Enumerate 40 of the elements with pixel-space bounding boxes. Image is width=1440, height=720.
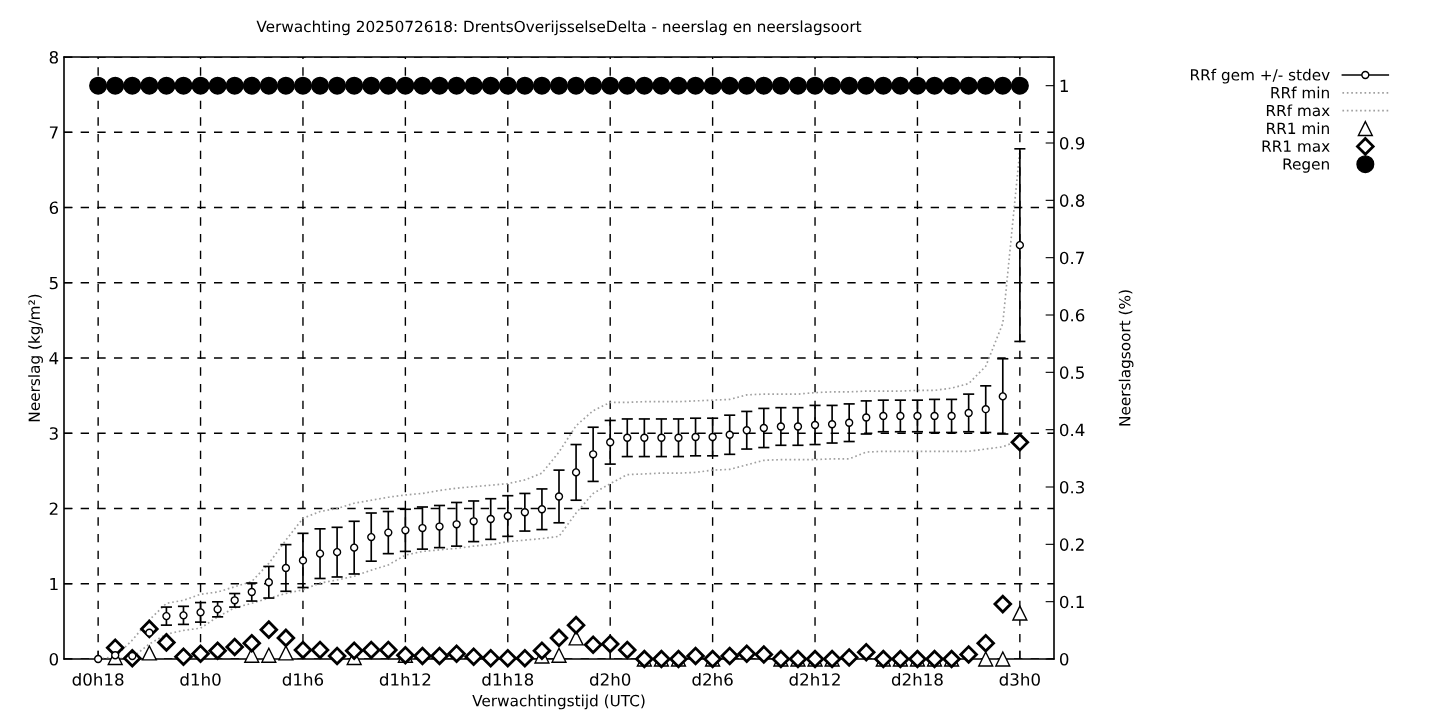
y2-tick-label: 0.4 <box>1059 423 1085 437</box>
y2-tick-label: 1 <box>1060 79 1068 92</box>
y2-axis-title: Neerslagsoort (%) <box>1118 290 1134 426</box>
x-axis-title: Verwachtingstijd (UTC) <box>472 694 645 710</box>
y-tick-label: 6 <box>49 201 59 215</box>
x-tick-label: d2h0 <box>589 672 631 686</box>
x-tick-label: d2h6 <box>692 672 733 686</box>
y2-tick-label: 0.7 <box>1059 251 1084 265</box>
x-tick-label: d0h18 <box>72 672 124 686</box>
x-tick-label: d1h0 <box>180 672 221 686</box>
y-axis-title: Neerslag (kg/m²) <box>28 294 43 422</box>
x-tick-label: d1h18 <box>482 672 534 686</box>
x-tick-label: d1h6 <box>282 672 324 686</box>
legend-label: RRf gem +/- stdev <box>1190 68 1330 84</box>
y-tick-label: 4 <box>49 352 59 365</box>
legend-label: RRf min <box>1271 86 1329 99</box>
y-tick-label: 3 <box>49 427 58 440</box>
legend-label: Regen <box>1283 158 1329 173</box>
y-tick-label: 0 <box>49 652 59 666</box>
y2-tick-label: 0.9 <box>1059 136 1085 150</box>
x-tick-label: d2h12 <box>789 672 840 686</box>
legend-label: RR1 max <box>1262 140 1330 152</box>
y2-tick-label: 0 <box>1059 652 1069 666</box>
x-tick-label: d2h18 <box>891 672 943 686</box>
legend-label: RRf max <box>1266 104 1330 117</box>
y-tick-label: 5 <box>49 276 58 290</box>
x-tick-label: d3h0 <box>999 672 1040 686</box>
y2-tick-label: 0.6 <box>1059 308 1085 322</box>
y2-tick-label: 0.2 <box>1059 538 1084 551</box>
y2-tick-label: 0.3 <box>1059 480 1085 494</box>
chart-title: Verwachting 2025072618: DrentsOverijsselseDelta - neerslag en neerslagsoort <box>256 20 862 36</box>
y2-tick-label: 0.5 <box>1059 366 1084 379</box>
y2-tick-label: 0.1 <box>1059 595 1084 609</box>
y-tick-label: 2 <box>49 502 58 515</box>
y-tick-label: 7 <box>49 126 58 139</box>
y2-tick-label: 0.8 <box>1059 194 1085 207</box>
x-tick-label: d1h12 <box>379 672 431 686</box>
legend-label: RR1 min <box>1267 122 1329 134</box>
y-tick-label: 1 <box>50 577 58 591</box>
y-tick-label: 8 <box>49 50 58 64</box>
